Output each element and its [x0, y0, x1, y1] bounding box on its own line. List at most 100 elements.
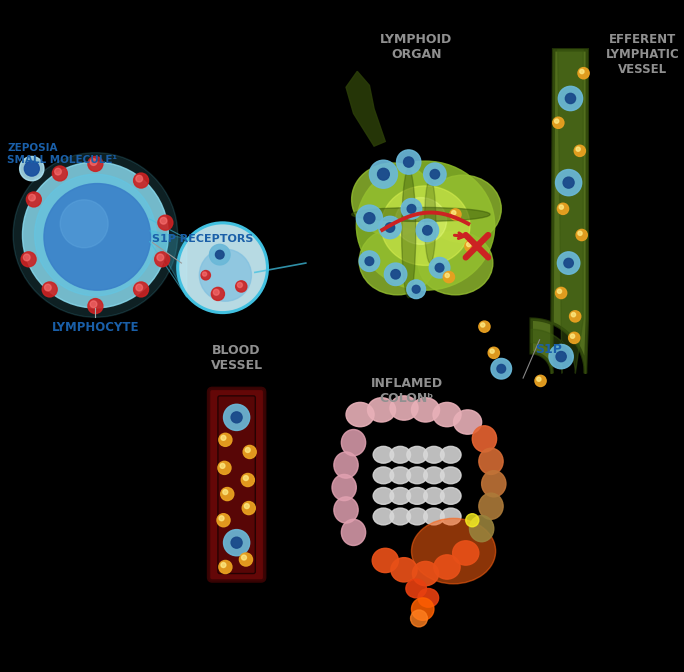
Circle shape	[231, 412, 242, 423]
Circle shape	[218, 461, 231, 474]
Ellipse shape	[434, 555, 460, 579]
Circle shape	[369, 160, 397, 188]
Text: ZEPOSIA
SMALL MOLECULE¹: ZEPOSIA SMALL MOLECULE¹	[8, 143, 118, 165]
Circle shape	[430, 257, 450, 278]
Circle shape	[42, 282, 57, 297]
Ellipse shape	[356, 161, 495, 290]
Circle shape	[497, 364, 505, 373]
Ellipse shape	[372, 548, 398, 573]
Circle shape	[549, 345, 573, 369]
Circle shape	[555, 169, 581, 196]
Ellipse shape	[373, 487, 394, 505]
Circle shape	[160, 218, 167, 224]
Circle shape	[407, 204, 416, 213]
Circle shape	[219, 560, 232, 573]
Ellipse shape	[453, 410, 482, 434]
Ellipse shape	[352, 163, 434, 236]
Circle shape	[136, 284, 142, 291]
Ellipse shape	[469, 515, 494, 542]
Circle shape	[466, 243, 471, 247]
Circle shape	[221, 435, 226, 440]
Circle shape	[557, 289, 562, 294]
Circle shape	[35, 174, 156, 296]
Circle shape	[555, 288, 567, 298]
Circle shape	[213, 290, 219, 295]
Ellipse shape	[390, 508, 410, 525]
Ellipse shape	[402, 169, 416, 298]
Circle shape	[576, 147, 580, 151]
Circle shape	[237, 282, 242, 288]
Text: S1P RECEPTORS: S1P RECEPTORS	[153, 234, 254, 244]
Ellipse shape	[440, 508, 461, 525]
Circle shape	[133, 282, 148, 297]
Ellipse shape	[341, 429, 366, 456]
Circle shape	[560, 205, 564, 209]
Circle shape	[236, 281, 247, 292]
Ellipse shape	[390, 487, 410, 505]
Circle shape	[241, 474, 254, 487]
Ellipse shape	[390, 467, 410, 484]
Circle shape	[578, 231, 582, 235]
Circle shape	[209, 245, 230, 265]
Ellipse shape	[332, 474, 356, 501]
Ellipse shape	[440, 487, 461, 505]
Circle shape	[570, 310, 581, 322]
Circle shape	[555, 119, 559, 123]
Circle shape	[224, 405, 250, 431]
Circle shape	[223, 490, 228, 495]
Circle shape	[13, 153, 178, 317]
Ellipse shape	[390, 396, 418, 420]
Circle shape	[488, 347, 499, 358]
Circle shape	[490, 349, 495, 353]
Text: LYMPHOCYTE: LYMPHOCYTE	[51, 321, 139, 334]
Ellipse shape	[412, 518, 496, 584]
Circle shape	[219, 433, 232, 446]
Circle shape	[407, 280, 425, 298]
Circle shape	[557, 252, 580, 274]
Ellipse shape	[373, 446, 394, 463]
Circle shape	[221, 562, 226, 568]
Circle shape	[568, 332, 580, 343]
Circle shape	[241, 555, 246, 560]
Ellipse shape	[359, 228, 436, 295]
FancyBboxPatch shape	[218, 396, 255, 573]
Circle shape	[423, 163, 446, 185]
Circle shape	[158, 215, 173, 230]
Ellipse shape	[453, 541, 479, 565]
Circle shape	[243, 446, 256, 458]
Circle shape	[60, 200, 108, 248]
Circle shape	[155, 252, 170, 267]
Ellipse shape	[423, 508, 444, 525]
Circle shape	[242, 501, 255, 515]
Circle shape	[571, 312, 576, 317]
Circle shape	[578, 68, 589, 79]
Circle shape	[443, 271, 454, 283]
Text: BLOOD
VESSEL: BLOOD VESSEL	[211, 343, 263, 372]
Circle shape	[391, 269, 400, 279]
Ellipse shape	[418, 589, 438, 607]
Circle shape	[564, 258, 573, 267]
Circle shape	[55, 168, 62, 175]
Circle shape	[412, 286, 420, 293]
Ellipse shape	[479, 493, 503, 519]
Polygon shape	[346, 71, 385, 146]
Circle shape	[44, 183, 150, 290]
Ellipse shape	[407, 508, 428, 525]
Circle shape	[244, 503, 249, 509]
Circle shape	[580, 69, 584, 74]
Text: S1P: S1P	[535, 343, 562, 356]
Ellipse shape	[433, 403, 461, 427]
Ellipse shape	[407, 487, 428, 505]
Circle shape	[535, 375, 546, 386]
Ellipse shape	[406, 579, 426, 598]
Circle shape	[219, 516, 224, 521]
Polygon shape	[150, 230, 187, 297]
Ellipse shape	[407, 467, 428, 484]
Circle shape	[29, 194, 36, 201]
Ellipse shape	[346, 403, 374, 427]
Circle shape	[445, 274, 449, 278]
Circle shape	[201, 271, 211, 280]
Circle shape	[384, 263, 407, 286]
Circle shape	[553, 117, 564, 128]
Circle shape	[556, 351, 566, 362]
